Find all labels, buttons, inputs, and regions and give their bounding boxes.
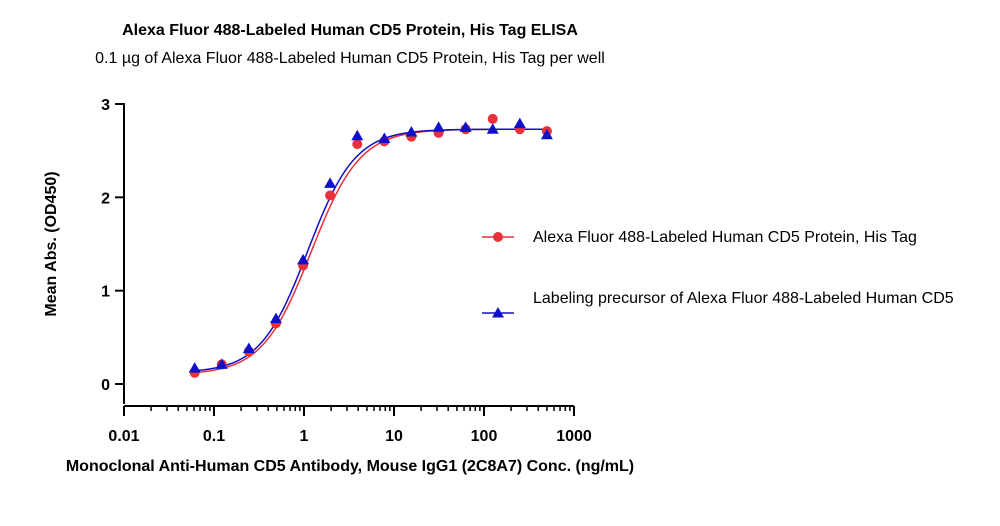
- legend-label-series-1: Alexa Fluor 488-Labeled Human CD5 Protei…: [533, 229, 917, 246]
- x-tick-label: 0.01: [108, 428, 139, 445]
- data-point-series-2: [540, 128, 553, 140]
- data-point-series-2: [324, 177, 337, 188]
- data-point-series-2: [459, 121, 472, 132]
- data-point-series-2: [351, 129, 364, 141]
- y-tick-label: 1: [101, 284, 110, 301]
- y-tick-label: 2: [101, 190, 110, 207]
- x-axis-label: Monoclonal Anti-Human CD5 Antibody, Mous…: [65, 458, 635, 475]
- data-point-series-2: [378, 132, 391, 144]
- data-point-series-2: [297, 253, 310, 265]
- data-point-series-2: [513, 117, 526, 129]
- data-point-series-2: [486, 123, 499, 134]
- data-point-series-1: [487, 113, 498, 124]
- data-point-series-2: [269, 312, 282, 324]
- legend-marker-series-2: [492, 307, 504, 318]
- y-tick-label: 0: [101, 377, 110, 394]
- data-point-series-2: [188, 362, 201, 373]
- legend-label-series-2: Labeling precursor of Alexa Fluor 488-La…: [533, 290, 954, 307]
- y-axis-label: Mean Abs. (OD450): [43, 171, 60, 316]
- fit-curve-series-2: [194, 128, 547, 372]
- data-point-series-2: [215, 358, 228, 369]
- chart-title: Alexa Fluor 488-Labeled Human CD5 Protei…: [122, 22, 578, 39]
- x-tick-label: 100: [471, 428, 498, 445]
- x-tick-label: 0.1: [203, 428, 225, 445]
- legend-marker-series-1: [493, 232, 503, 242]
- data-point-series-1: [352, 139, 363, 150]
- x-tick-label: 10: [385, 428, 403, 445]
- y-tick-label: 3: [101, 97, 110, 114]
- x-tick-label: 1000: [556, 428, 592, 445]
- x-tick-label: 1: [300, 428, 309, 445]
- data-point-series-2: [242, 342, 255, 354]
- chart-subtitle: 0.1 µg of Alexa Fluor 488-Labeled Human …: [95, 50, 605, 67]
- data-point-series-2: [405, 126, 418, 137]
- data-point-series-1: [325, 190, 336, 201]
- data-point-series-2: [432, 121, 445, 132]
- fit-curve-series-1: [194, 128, 547, 374]
